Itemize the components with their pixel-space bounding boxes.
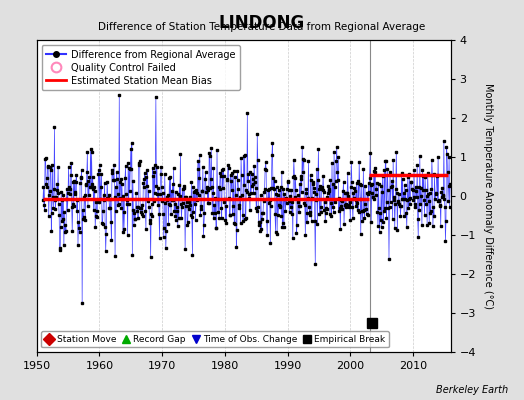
Y-axis label: Monthly Temperature Anomaly Difference (°C): Monthly Temperature Anomaly Difference (… (483, 83, 493, 309)
Text: Difference of Station Temperature Data from Regional Average: Difference of Station Temperature Data f… (99, 22, 425, 32)
Legend: Station Move, Record Gap, Time of Obs. Change, Empirical Break: Station Move, Record Gap, Time of Obs. C… (41, 331, 389, 348)
Text: LINDONG: LINDONG (219, 14, 305, 32)
Text: Berkeley Earth: Berkeley Earth (436, 385, 508, 395)
